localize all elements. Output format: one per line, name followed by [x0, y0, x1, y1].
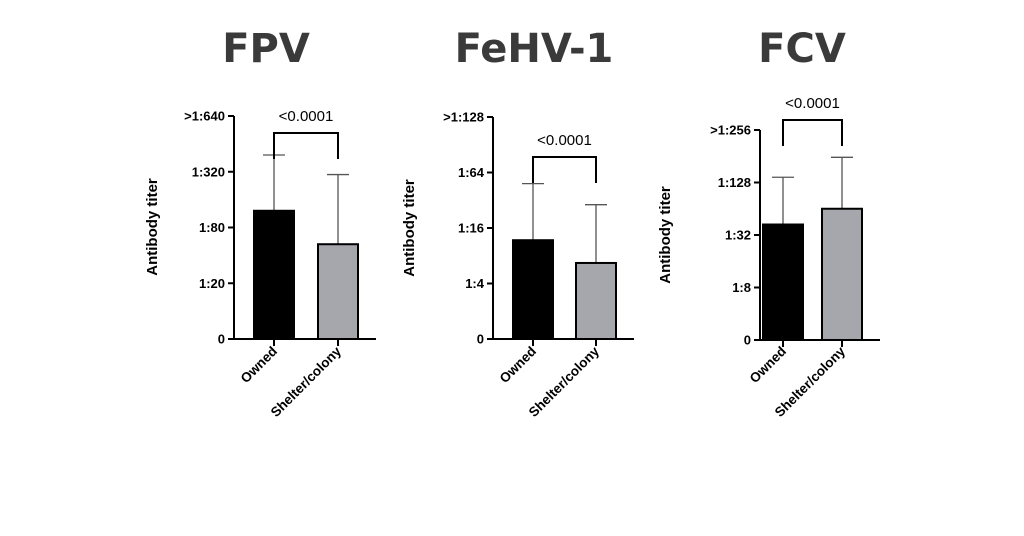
significance-bracket: [532, 156, 597, 183]
chart-title: FPV: [222, 26, 310, 72]
bar-owned: [762, 223, 804, 341]
y-axis-label: Antibody titer: [144, 178, 161, 276]
y-tick-label: 1:80: [199, 220, 225, 235]
x-tick-label: Owned: [238, 344, 280, 386]
significance-label: <0.0001: [279, 108, 334, 125]
y-tick-label: 1:320: [192, 164, 225, 179]
significance-bracket: [273, 132, 339, 159]
bar-owned: [253, 209, 295, 340]
y-tick-label: 0: [218, 332, 225, 347]
x-tick-label: Owned: [497, 344, 539, 386]
bar-shelter-colony: [317, 243, 359, 341]
bar-owned: [512, 239, 554, 341]
y-tick-label: 0: [477, 332, 484, 347]
y-tick-label: 1:16: [458, 221, 484, 236]
y-tick-label: >1:256: [710, 123, 751, 138]
chart-panel-1: FeHV-1 Antibody titer 0 1:4 1:16 1:64 >1:128 Ow…: [401, 26, 634, 420]
x-tick-label: Owned: [747, 344, 789, 386]
significance-label: <0.0001: [537, 132, 592, 149]
y-tick-label: >1:640: [184, 109, 225, 124]
chart-title: FCV: [758, 26, 846, 72]
y-tick-label: 1:20: [199, 276, 225, 291]
chart-title: FeHV-1: [455, 26, 614, 72]
y-axis-label: Antibody titer: [657, 186, 674, 284]
chart-panel-2: FCV Antibody titer 0 1:8 1:32 1:128 >1:256 Owne…: [657, 26, 880, 420]
y-axis-label: Antibody titer: [401, 179, 418, 277]
bar-shelter-colony: [821, 207, 863, 341]
y-tick-label: 1:64: [458, 165, 485, 180]
chart-panel-0: FPV Antibody titer 0 1:20 1:80 1:320 >1:640 Own…: [144, 26, 376, 420]
y-tick-label: 1:8: [732, 280, 751, 295]
y-tick-label: 0: [744, 333, 751, 348]
bar-shelter-colony: [575, 261, 617, 340]
y-tick-label: 1:128: [718, 175, 751, 190]
significance-bracket: [782, 119, 843, 146]
y-tick-label: 1:4: [465, 276, 485, 291]
y-tick-label: 1:32: [725, 228, 751, 243]
y-tick-label: >1:128: [443, 110, 484, 125]
significance-label: <0.0001: [785, 95, 840, 112]
